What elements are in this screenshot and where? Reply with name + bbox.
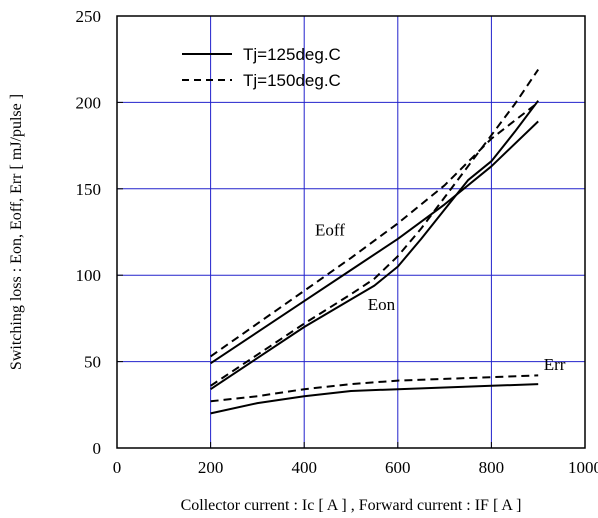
series-line-eoff-tj125	[210, 120, 539, 365]
series-line-eon-tj150	[210, 69, 540, 387]
axis-ticks: 0 200 400 600 800 1000 0 50 100 150 200 250	[76, 7, 598, 477]
legend-label-150: Tj=150deg.C	[243, 71, 341, 90]
x-tick-label: 1000	[568, 458, 598, 477]
y-tick-label: 0	[93, 439, 102, 458]
x-axis-title: Collector current : Ic [ A ] , Forward c…	[181, 497, 522, 514]
series-line-eon-tj125	[210, 100, 539, 391]
series-line-err-tj125	[210, 383, 539, 415]
x-tick-label: 200	[198, 458, 224, 477]
series-line-eoff-tj150	[210, 101, 539, 358]
legend: Tj=125deg.C Tj=150deg.C	[182, 45, 341, 90]
y-tick-label: 100	[76, 266, 102, 285]
x-tick-label: 600	[385, 458, 411, 477]
y-tick-label: 250	[76, 7, 102, 26]
y-axis-title: Switching loss : Eon, Eoff, Err [ mJ/pul…	[8, 94, 25, 370]
x-tick-label: 0	[113, 458, 122, 477]
grid-lines	[117, 16, 585, 448]
curve-annotations: Eoff Eon Err	[315, 220, 566, 374]
curve-label-eoff: Eoff	[315, 220, 345, 239]
series-lines	[210, 69, 540, 415]
curve-label-err: Err	[544, 355, 566, 374]
y-tick-label: 50	[84, 353, 101, 372]
plot-frame	[116, 15, 586, 449]
curve-label-eon: Eon	[368, 295, 396, 314]
series-line-err-tj150	[210, 374, 539, 403]
legend-label-125: Tj=125deg.C	[243, 45, 341, 64]
y-tick-label: 150	[76, 180, 102, 199]
x-tick-label: 400	[291, 458, 317, 477]
x-tick-label: 800	[479, 458, 505, 477]
y-tick-label: 200	[76, 93, 102, 112]
